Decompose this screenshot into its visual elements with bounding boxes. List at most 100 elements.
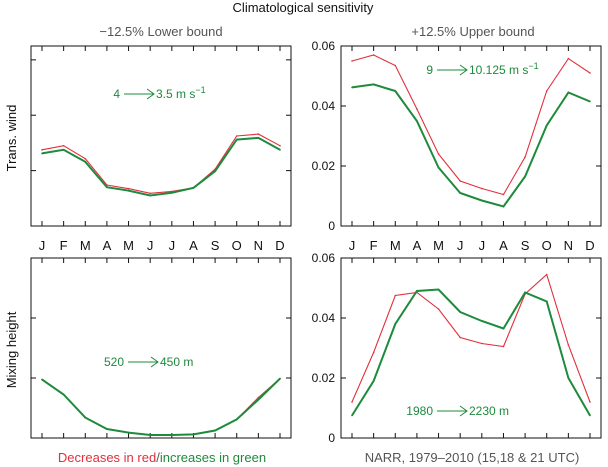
data-point-green [437,166,440,169]
data-point-green [502,327,505,330]
data-point-green [372,380,375,382]
data-point-green [62,393,65,396]
annotation-superscript: −1 [195,85,205,95]
chart-panel-top-right: 0 0.02 0.04 0.06 9 10.125 m s−1 [312,39,601,233]
annotation-arrow-head [459,64,468,76]
data-point-green [481,199,483,202]
data-point-red [589,401,591,403]
data-point-red [257,133,260,135]
month-label-8: A [499,238,508,253]
data-point-green [279,377,281,380]
month-label-2: F [370,238,378,253]
data-point-green [84,160,87,163]
data-point-red [502,345,505,348]
data-point-green [545,124,548,127]
footer-legend-green: increases in green [160,450,266,465]
figure-title: Climatological sensitivity [233,0,374,15]
data-point-red [502,193,505,196]
panel-bottom-left-frame [30,257,292,439]
series-line-red [351,273,591,403]
data-point-green [214,170,216,172]
y-tick-label: 0.04 [312,311,336,325]
data-point-red [437,308,440,310]
data-point-red [589,72,591,74]
data-point-green [416,290,418,292]
y-tick-label: 0 [328,219,335,233]
row-label-mixing-height: Mixing height [4,311,19,388]
data-point-green [524,175,526,178]
y-tick-label: 0 [328,431,335,445]
data-point-green [106,428,108,430]
data-point-red [545,273,548,276]
month-label-8: A [189,238,198,253]
series-line-green [351,83,591,208]
month-label-12: D [585,238,594,253]
data-point-green [394,90,397,92]
data-point-red [351,401,353,403]
data-point-green [192,186,195,189]
series-line-red [41,133,281,194]
panel-top-left-frame [30,45,292,227]
data-point-red [372,351,375,354]
data-point-green [192,433,195,436]
annotation-from: 4 [113,87,120,101]
data-point-green [214,429,216,432]
data-point-red [437,153,440,155]
data-point-green [394,323,397,325]
data-point-green [235,138,238,141]
annotation-arrow-head [459,405,468,417]
data-point-red [567,344,570,346]
data-point-green [41,152,43,155]
chart-panel-bottom-right: 0 0.02 0.04 0.06 1980 2230 m [312,251,601,445]
data-point-red [84,157,87,160]
data-point-red [481,187,483,190]
annotation-from: 9 [426,63,433,77]
data-point-green [372,83,375,86]
y-tick-label: 0.02 [312,371,336,385]
footer-legend-separator: / [156,450,160,465]
data-point-green [416,120,418,122]
month-label-7: J [479,238,486,253]
y-tick-label: 0.06 [312,251,336,265]
data-point-green [235,418,238,421]
data-point-green [41,378,43,381]
data-point-green [502,205,505,208]
annotation-superscript: −1 [528,61,538,71]
data-point-green [84,416,87,419]
month-label-11: N [564,238,573,253]
series-line-red [41,378,281,436]
month-label-4: A [103,238,112,253]
y-tick-label: 0.04 [312,99,336,113]
data-point-green [567,377,570,379]
footer-source: NARR, 1979–2010 (15,18 & 21 UTC) [365,450,580,465]
series-line-green [41,377,281,436]
data-point-red [481,342,483,345]
data-point-red [41,149,43,151]
data-point-green [589,414,591,417]
annotation-arrow-head [150,356,159,368]
data-point-green [149,434,151,436]
month-label-3: M [390,238,401,253]
series-line-red [351,54,591,196]
annotation-arrow-head [146,88,155,100]
data-point-red [62,144,65,147]
row-label-trans-wind: Trans. wind [4,105,19,172]
data-point-green [171,434,173,436]
data-point-green [62,149,65,151]
y-tick-label: 0.06 [312,39,336,53]
month-label-10: O [542,238,552,253]
data-point-green [481,320,483,322]
month-label-9: S [211,238,220,253]
data-point-green [567,91,570,94]
chart-panel-top-left: 4 3.5 m s−1 [31,46,291,227]
data-point-red [524,156,526,158]
month-label-9: S [521,238,530,253]
data-point-red [567,57,570,60]
footer-legend-red: Decreases in red [58,450,156,465]
column-title-lower-bound: −12.5% Lower bound [99,24,222,39]
month-label-1: J [39,238,46,253]
data-point-green [149,194,151,197]
data-point-green [127,431,130,434]
month-label-3: M [80,238,91,253]
